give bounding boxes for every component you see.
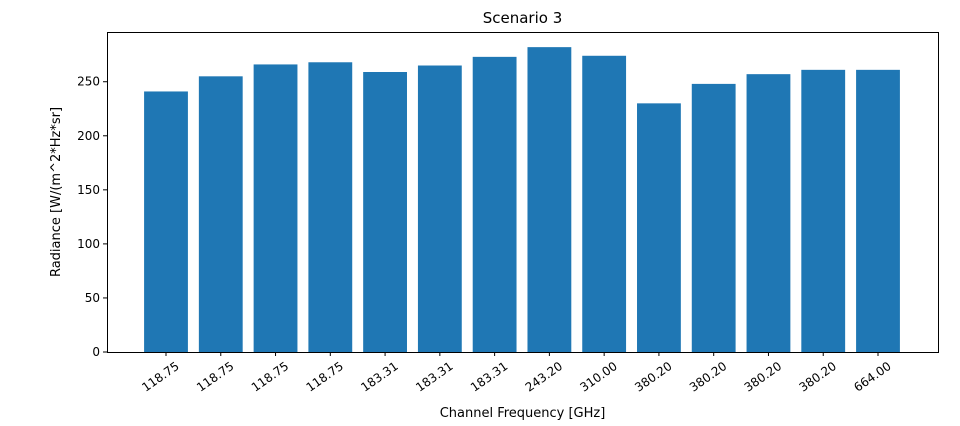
bar-7: [527, 47, 572, 352]
x-tick-label-1: 118.75: [194, 359, 236, 395]
x-tick-label-2: 118.75: [249, 359, 291, 395]
x-tick-label-13: 664.00: [851, 359, 893, 395]
bar-5: [417, 65, 462, 352]
y-tick-label-5: 250: [77, 75, 100, 89]
x-tick-label-5: 183.31: [413, 359, 455, 395]
bar-4: [363, 72, 407, 352]
y-tick-label-2: 100: [77, 237, 100, 251]
y-axis-ticks: 0 50 100 150 200 250: [77, 75, 107, 359]
x-axis-ticks: 118.75 118.75 118.75 118.75 183.31 183.31 183.…: [139, 352, 894, 395]
bar-11: [746, 74, 791, 352]
bar-2: [253, 64, 298, 353]
x-tick-label-12: 380.20: [797, 359, 839, 395]
x-tick-label-9: 380.20: [632, 359, 674, 395]
bars-layer: [144, 47, 900, 353]
y-tick-label-0: 0: [92, 345, 100, 359]
bar-12: [801, 69, 846, 352]
bar-9: [637, 103, 681, 352]
x-tick-label-4: 183.31: [358, 359, 400, 395]
bar-1: [198, 76, 243, 352]
bar-3: [308, 62, 353, 353]
bar-6: [472, 56, 517, 353]
x-tick-label-11: 380.20: [742, 359, 784, 395]
x-tick-label-6: 183.31: [468, 359, 510, 395]
bar-13: [856, 69, 900, 352]
y-tick-label-1: 50: [85, 291, 100, 305]
x-tick-label-7: 243.20: [523, 359, 565, 395]
x-tick-label-8: 310.00: [577, 359, 619, 395]
chart-title: Scenario 3: [483, 9, 563, 27]
x-axis-label: Channel Frequency [GHz]: [440, 406, 606, 421]
y-axis-label: Radiance [W/(m^2*Hz*sr]: [49, 107, 64, 277]
y-tick-label-4: 200: [77, 129, 100, 143]
x-tick-label-0: 118.75: [139, 359, 181, 395]
bar-8: [582, 55, 627, 352]
bar-10: [691, 83, 736, 352]
x-tick-label-3: 118.75: [304, 359, 346, 395]
x-tick-label-10: 380.20: [687, 359, 729, 395]
y-tick-label-3: 150: [77, 183, 100, 197]
plot-frame: [107, 32, 939, 353]
bar-0: [144, 91, 188, 353]
